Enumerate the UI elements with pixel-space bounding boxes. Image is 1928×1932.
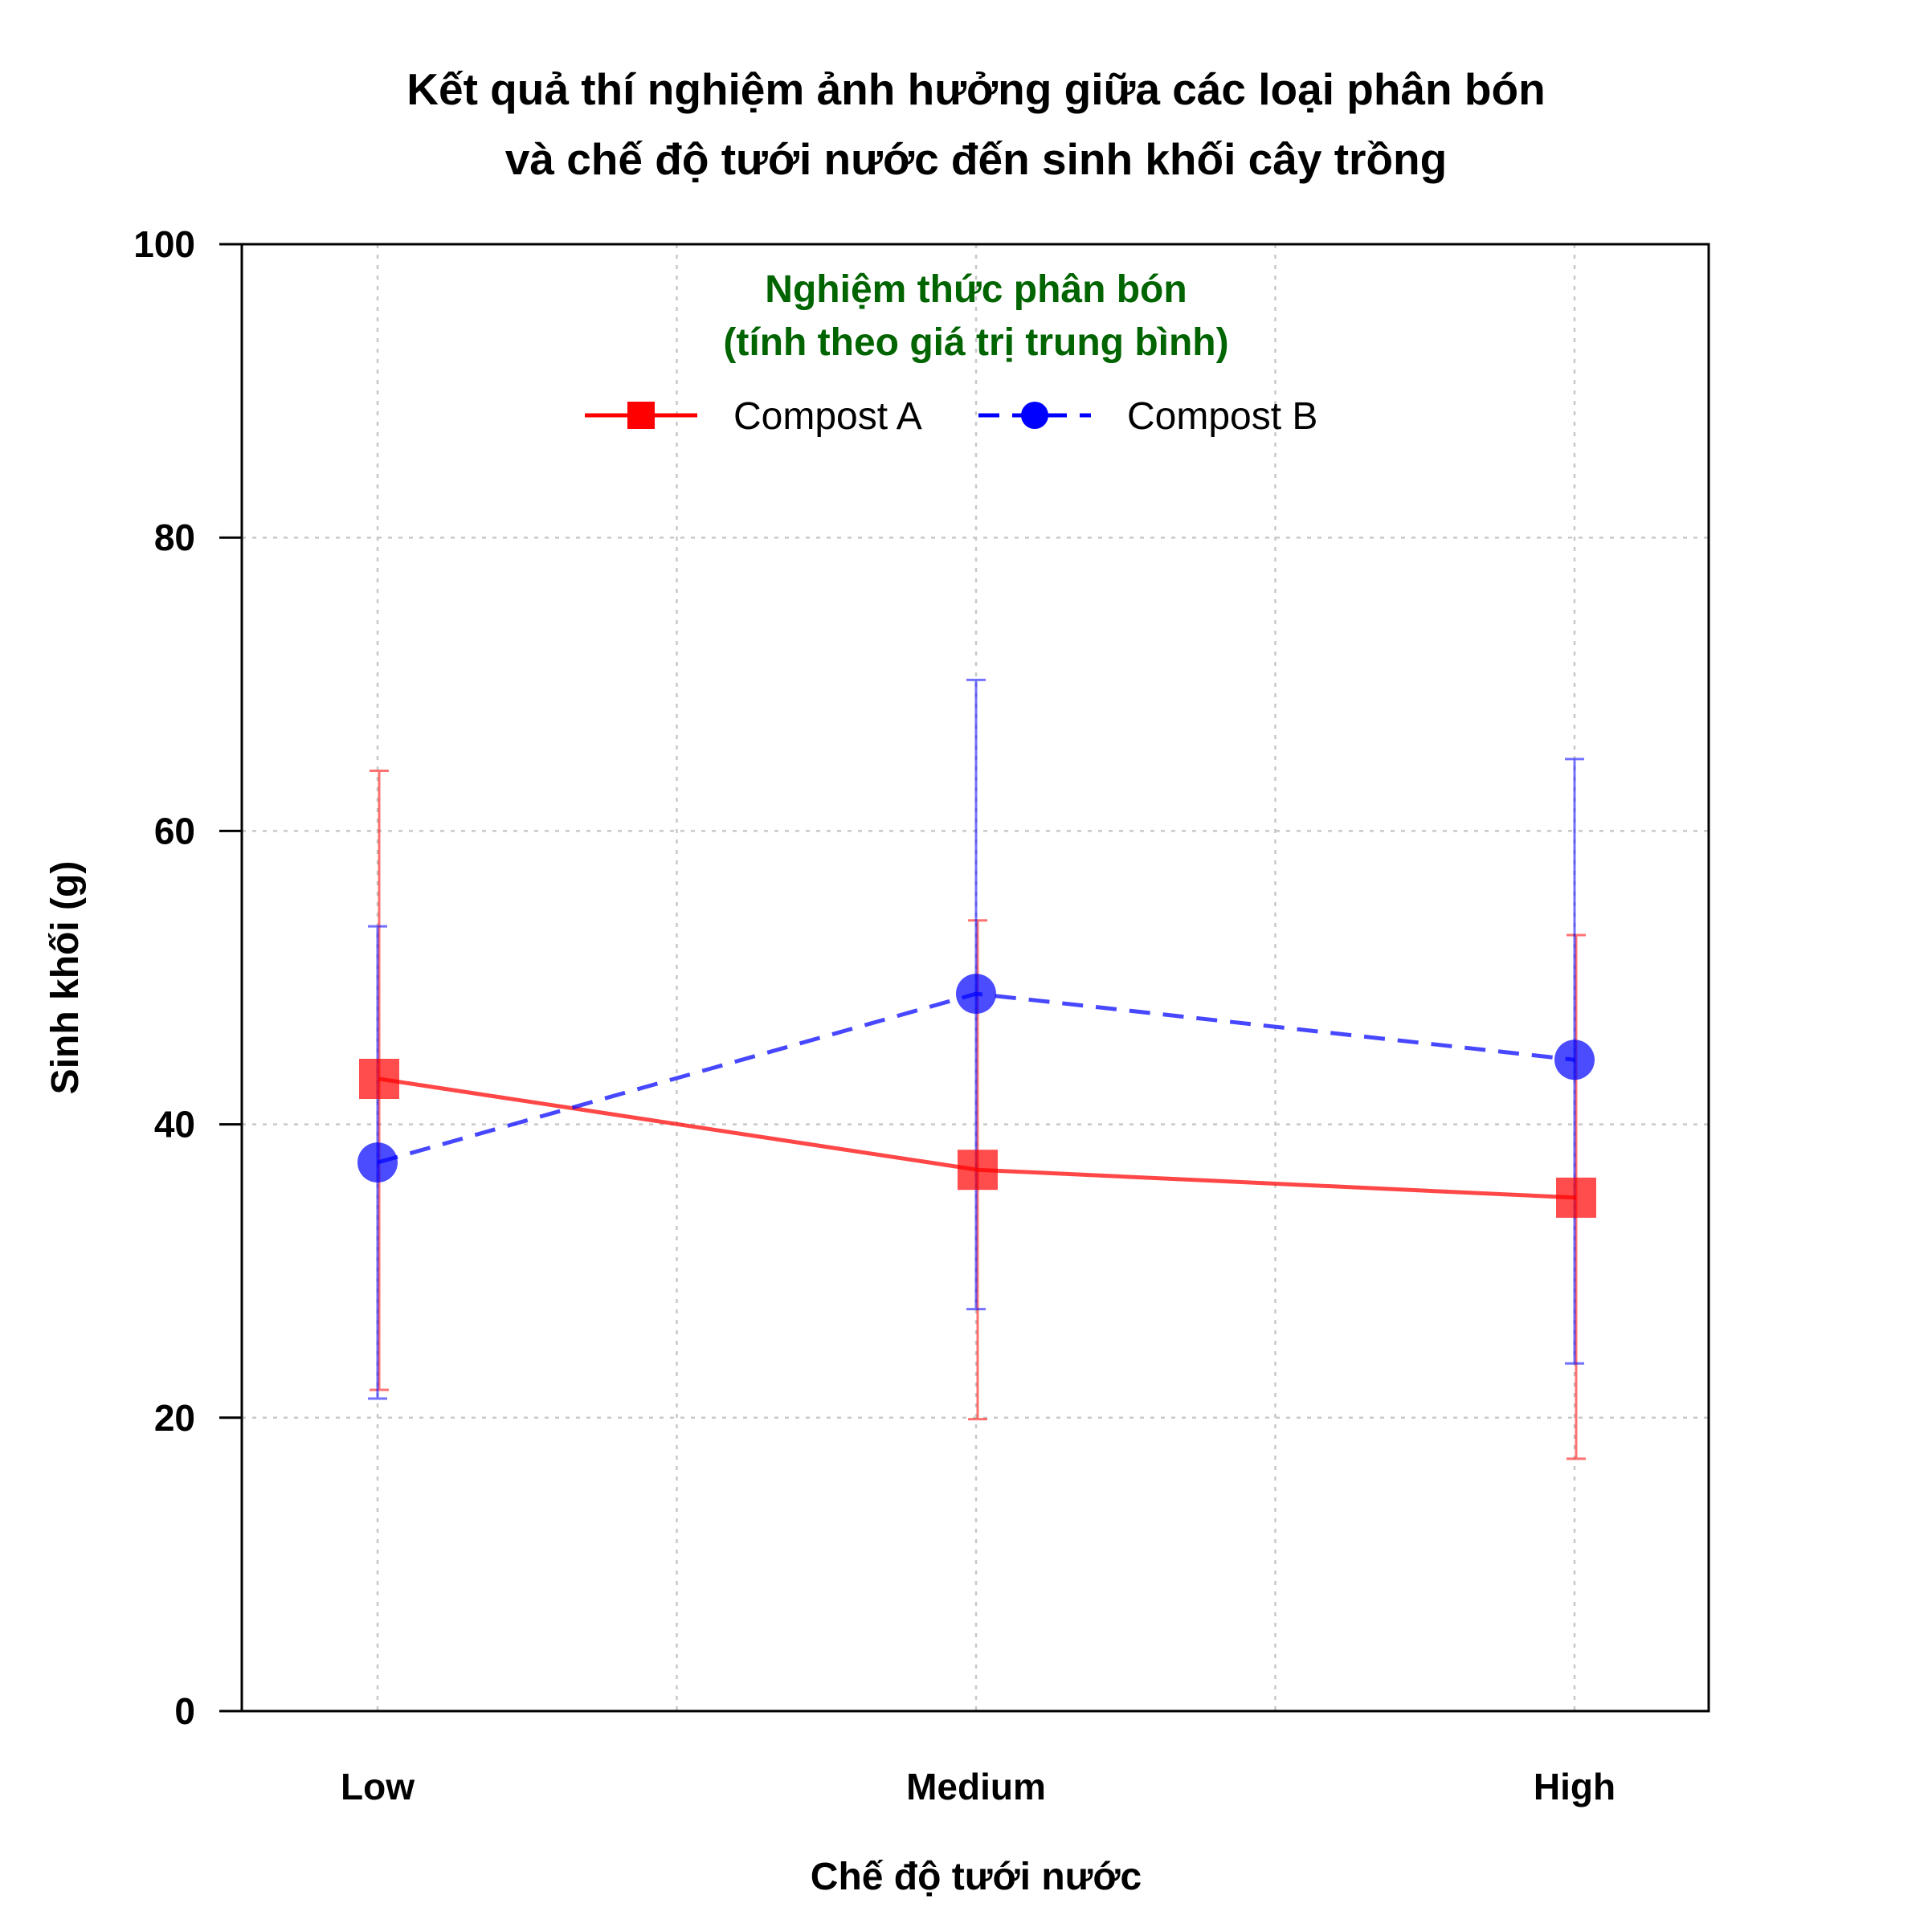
legend-title-line-2: (tính theo giá trị trung bình) — [723, 321, 1228, 364]
x-tick-label: Low — [341, 1766, 415, 1807]
y-tick-label: 40 — [154, 1104, 195, 1146]
data-point-compost-b — [357, 1142, 398, 1183]
x-axis-title: Chế độ tưới nước — [811, 1856, 1142, 1898]
data-point-compost-a — [958, 1150, 998, 1191]
legend-marker-1 — [627, 402, 655, 429]
data-point-compost-b — [956, 974, 996, 1015]
errorbar-layer — [368, 678, 1586, 1460]
x-tick-label: High — [1534, 1766, 1616, 1807]
plot-frame — [240, 243, 1710, 1713]
axis-layer: 0 20 40 60 80 100 Low Medium High — [133, 223, 1616, 1807]
y-tick-label: 20 — [154, 1397, 195, 1439]
legend-label-1: Compost A — [733, 395, 922, 438]
legend-title-line-1: Nghiệm thức phân bón — [765, 268, 1187, 311]
chart-title-line-2: và chế độ tưới nước đến sinh khối cây tr… — [505, 134, 1447, 184]
legend-entries: Compost A Compost B — [585, 395, 1317, 438]
y-axis-title: Sinh khối (g) — [44, 861, 87, 1095]
data-point-compost-a — [359, 1058, 399, 1099]
y-tick-label: 60 — [154, 810, 195, 852]
x-tick-label: Medium — [906, 1766, 1046, 1807]
data-point-compost-b — [1554, 1040, 1595, 1080]
y-tick-label: 100 — [133, 223, 195, 265]
legend-label-2: Compost B — [1127, 395, 1317, 438]
legend-marker-2 — [1021, 402, 1048, 429]
chart-title-line-1: Kết quả thí nghiệm ảnh hưởng giữa các lo… — [406, 64, 1545, 114]
y-tick-label: 80 — [154, 517, 195, 558]
y-tick-label: 0 — [174, 1690, 195, 1732]
legend: Nghiệm thức phân bón (tính theo giá trị … — [585, 268, 1317, 438]
marker-layer — [357, 974, 1596, 1218]
data-point-compost-a — [1556, 1177, 1596, 1218]
